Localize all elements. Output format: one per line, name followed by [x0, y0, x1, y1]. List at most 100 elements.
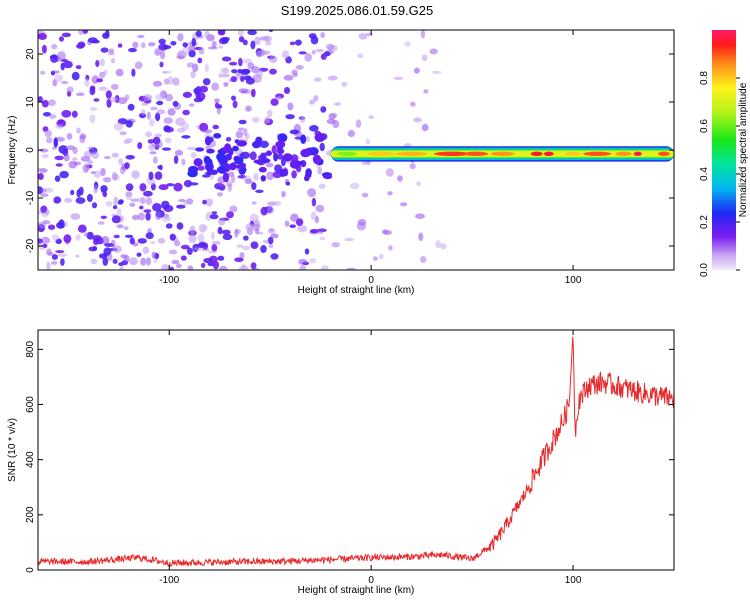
noise-blob [202, 174, 211, 178]
noise-blob [89, 114, 96, 124]
noise-blob [410, 101, 416, 107]
noise-blob [381, 229, 388, 235]
x-tick-label: 0 [368, 575, 374, 586]
noise-blob [361, 192, 369, 198]
noise-blob [195, 30, 202, 37]
noise-blob [218, 73, 224, 78]
noise-blob [217, 226, 223, 235]
noise-blob [289, 224, 297, 228]
noise-blob [255, 189, 264, 193]
noise-blob [282, 153, 293, 162]
noise-blob [188, 234, 197, 244]
noise-blob [129, 202, 136, 207]
noise-blob [93, 98, 100, 102]
noise-blob [238, 88, 249, 93]
noise-blob [143, 190, 153, 197]
noise-blob [166, 183, 175, 187]
noise-blob [162, 45, 172, 50]
noise-blob [131, 170, 140, 180]
noise-blob [112, 245, 122, 253]
noise-blob [187, 247, 193, 255]
y-tick-label: 800 [25, 341, 36, 358]
noise-blob [267, 109, 273, 118]
noise-blob [145, 232, 154, 240]
noise-blob [169, 266, 175, 270]
noise-blob [128, 47, 137, 53]
noise-blob [84, 78, 90, 87]
noise-blob [250, 241, 259, 249]
noise-blob [281, 50, 290, 59]
noise-blob [418, 232, 424, 241]
noise-blob [217, 165, 227, 174]
noise-blob [212, 260, 219, 270]
y-tick-label: 600 [25, 396, 36, 413]
noise-blob [183, 180, 193, 188]
noise-blob [267, 201, 277, 206]
noise-blob [159, 61, 164, 68]
noise-blob [313, 95, 319, 102]
signal-peak [583, 151, 612, 156]
noise-blob [171, 259, 180, 265]
noise-blob [155, 211, 162, 221]
noise-blob [174, 149, 184, 156]
noise-blob [265, 40, 272, 46]
noise-blob [51, 254, 59, 260]
noise-blob [241, 264, 246, 270]
noise-blob [195, 86, 202, 95]
noise-blob [75, 234, 81, 241]
noise-blob [250, 262, 257, 270]
noise-blob [207, 250, 217, 254]
noise-blob [187, 45, 196, 52]
noise-blob [124, 94, 130, 101]
noise-blob [222, 233, 233, 241]
noise-blob [310, 211, 317, 221]
noise-blob [196, 243, 207, 249]
noise-blob [283, 74, 294, 81]
noise-blob [251, 117, 260, 123]
noise-blob [311, 197, 317, 207]
noise-blob [232, 145, 239, 152]
noise-blob [198, 47, 205, 55]
noise-blob [232, 100, 238, 109]
noise-blob [421, 123, 429, 132]
noise-blob [213, 133, 222, 139]
noise-blob [41, 154, 49, 159]
noise-blob [190, 151, 197, 159]
noise-blob [221, 229, 231, 235]
noise-blob [273, 152, 279, 162]
noise-blob [304, 248, 310, 255]
noise-blob [298, 258, 308, 265]
noise-blob [327, 75, 338, 81]
noise-blob [71, 71, 80, 81]
colorbar-label: Normalized spectral amplitude [738, 82, 749, 217]
noise-blob [52, 234, 59, 241]
noise-blob [100, 47, 109, 53]
noise-blob [58, 119, 64, 123]
noise-blob [309, 258, 317, 264]
noise-blob [356, 221, 366, 231]
noise-blob [218, 45, 224, 49]
noise-blob [234, 156, 244, 165]
spectrogram-y-ticks: 20 10 0 -10 -20 [25, 48, 674, 253]
noise-blob [201, 247, 210, 252]
noise-blob [260, 175, 266, 182]
noise-blob [269, 68, 277, 75]
noise-blob [347, 129, 356, 138]
noise-blob [46, 261, 51, 270]
noise-blob [182, 91, 192, 98]
noise-blob [346, 267, 356, 270]
noise-blob [309, 99, 315, 105]
noise-blob [55, 250, 65, 254]
signal-peak [433, 151, 470, 156]
noise-blob [87, 37, 98, 44]
noise-blob [151, 251, 156, 259]
x-tick-label: 100 [565, 575, 582, 586]
noise-blob [267, 227, 276, 235]
noise-blob [282, 168, 289, 177]
noise-blob [241, 245, 251, 251]
noise-blob [413, 67, 420, 74]
noise-blob [42, 112, 52, 117]
noise-blob [237, 127, 245, 131]
noise-blob [240, 151, 250, 159]
noise-blob [193, 158, 203, 167]
